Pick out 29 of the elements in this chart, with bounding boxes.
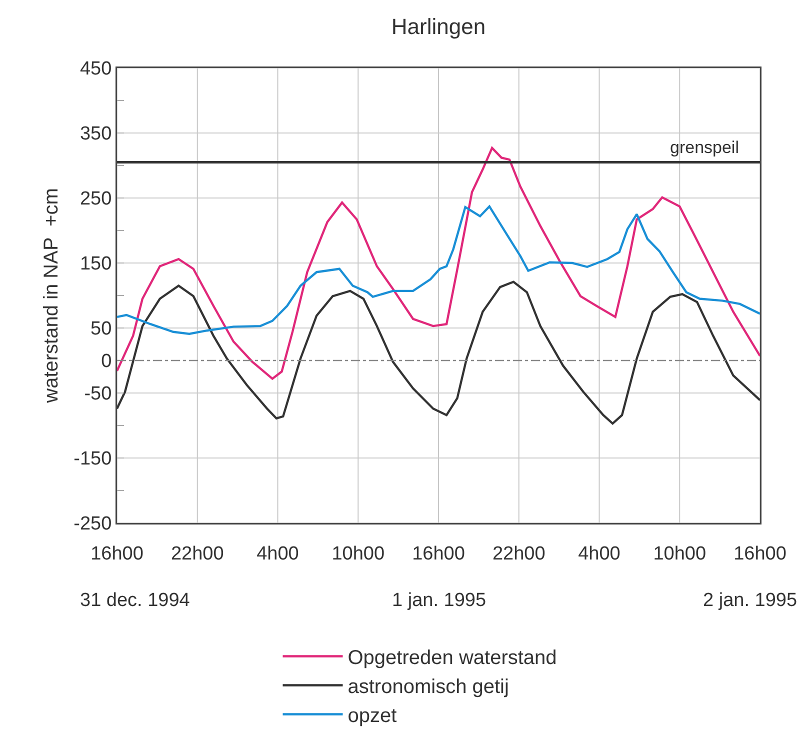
y-tick-label: 50 — [90, 318, 112, 340]
y-tick-label: 450 — [80, 58, 112, 80]
y-tick-label: -50 — [84, 384, 112, 405]
text: 2 jan. 1995 — [703, 590, 798, 611]
legend-label: astronomisch getij — [348, 676, 509, 698]
y-tick-label: 0 — [101, 351, 112, 372]
x-tick-label: 16h00 — [412, 543, 465, 564]
ref-line-label: grenspeil — [670, 138, 739, 157]
x-tick-label: 10h00 — [332, 543, 385, 564]
line-series — [117, 280, 760, 425]
text: 1 jan. 1995 — [392, 590, 486, 611]
line-series — [117, 205, 760, 335]
legend-label: Opgetreden waterstand — [348, 647, 557, 670]
x-tick-label: 16h00 — [90, 543, 144, 564]
y-tick-label: -250 — [74, 514, 112, 535]
text: 31 dec. 1994 — [80, 590, 190, 611]
y-tick-label: 350 — [80, 124, 112, 145]
chart-title: Harlingen — [391, 14, 486, 40]
x-tick-label: 16h00 — [734, 543, 786, 564]
x-tick-label: 22h00 — [170, 543, 224, 564]
x-tick-label: 10h00 — [653, 543, 706, 564]
y-axis-title: waterstand in NAP +cm — [40, 188, 62, 404]
y-tick-label: 150 — [80, 254, 112, 275]
y-tick-label: -150 — [74, 448, 112, 470]
x-tick-label: 4h00 — [256, 543, 299, 564]
x-tick-label: 4h00 — [578, 543, 620, 564]
y-tick-label: 250 — [80, 188, 112, 210]
legend-label: opzet — [348, 705, 398, 728]
x-tick-label: 22h00 — [492, 543, 546, 564]
